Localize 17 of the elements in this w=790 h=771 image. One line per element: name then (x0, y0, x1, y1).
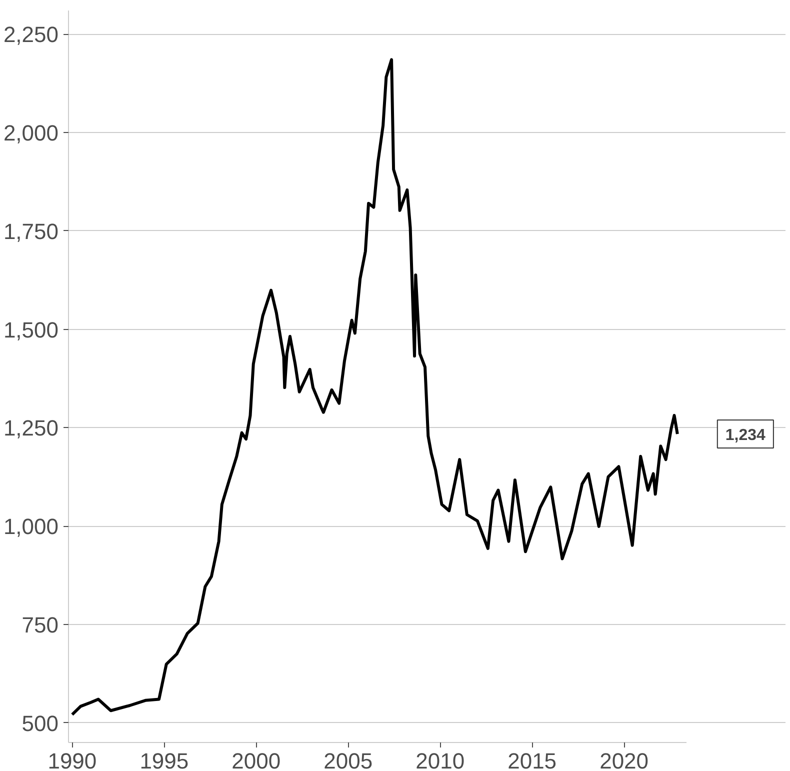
y-tick-label: 750 (22, 612, 59, 638)
y-tick-label: 500 (22, 710, 59, 736)
x-tick-label: 2015 (508, 748, 557, 771)
line-series (70, 58, 679, 716)
x-tick-label: 2010 (416, 748, 465, 771)
annotation: 1,234 (725, 426, 766, 444)
y-tick-label: 1,500 (3, 317, 59, 342)
y-tick-label: 2,000 (3, 120, 59, 146)
y-tick-label: 1,750 (3, 218, 59, 244)
x-tick-label: 1990 (48, 748, 97, 771)
x-tick-label: 2000 (232, 748, 281, 771)
y-tick-label: 2,250 (3, 22, 59, 48)
y-tick-label: 1,000 (3, 514, 59, 540)
x-tick-label: 1995 (140, 748, 189, 771)
x-tick-label: 2020 (600, 748, 649, 771)
x-tick-label: 2005 (324, 748, 373, 771)
y-tick-label: 1,250 (3, 416, 59, 441)
